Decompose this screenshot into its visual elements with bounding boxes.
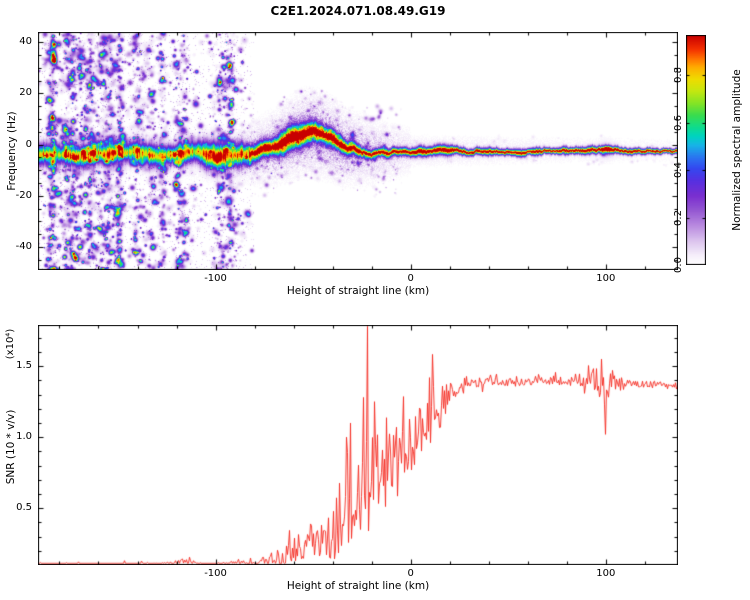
y-tick-label: 0 bbox=[25, 138, 32, 150]
colorbar-tick-label: 0.0 bbox=[673, 257, 684, 273]
height-axis-label-top: Height of straight line (km) bbox=[286, 285, 430, 297]
colorbar-tick-label: 0.2 bbox=[673, 209, 684, 226]
y-tick-label: 1.5 bbox=[16, 360, 32, 372]
colorbar bbox=[686, 35, 706, 265]
y-tick-label: -40 bbox=[15, 240, 32, 252]
x-tick-label: 0 bbox=[407, 273, 414, 284]
y-tick-label: -20 bbox=[15, 189, 32, 201]
snr-axis-label: SNR (10 * v/v) bbox=[4, 409, 17, 485]
y-tick-label: 40 bbox=[19, 36, 32, 48]
spectrogram-canvas bbox=[38, 32, 678, 270]
colorbar-label: Normalized spectral amplitude bbox=[730, 69, 743, 231]
colorbar-tick-label: 0.8 bbox=[673, 67, 684, 84]
figure-title: C2E1.2024.071.08.49.G19 bbox=[270, 4, 446, 18]
frequency-axis-label: Frequency (Hz) bbox=[5, 111, 18, 191]
y-tick-label: 20 bbox=[19, 87, 32, 99]
y-tick-label: 1.0 bbox=[16, 431, 32, 443]
x-tick-label: -100 bbox=[204, 568, 227, 579]
height-axis-label-bottom: Height of straight line (km) bbox=[286, 580, 430, 592]
colorbar-tick-label: 0.4 bbox=[673, 162, 684, 179]
x-tick-label: -100 bbox=[204, 273, 227, 284]
y-tick-label: 0.5 bbox=[16, 502, 32, 514]
snr-scale-note: (x10⁴) bbox=[5, 328, 16, 360]
x-tick-label: 100 bbox=[596, 568, 616, 579]
x-tick-label: 0 bbox=[407, 568, 414, 579]
snr-plot-canvas bbox=[38, 325, 678, 565]
x-tick-label: 100 bbox=[596, 273, 616, 284]
colorbar-tick-label: 0.6 bbox=[673, 114, 684, 131]
